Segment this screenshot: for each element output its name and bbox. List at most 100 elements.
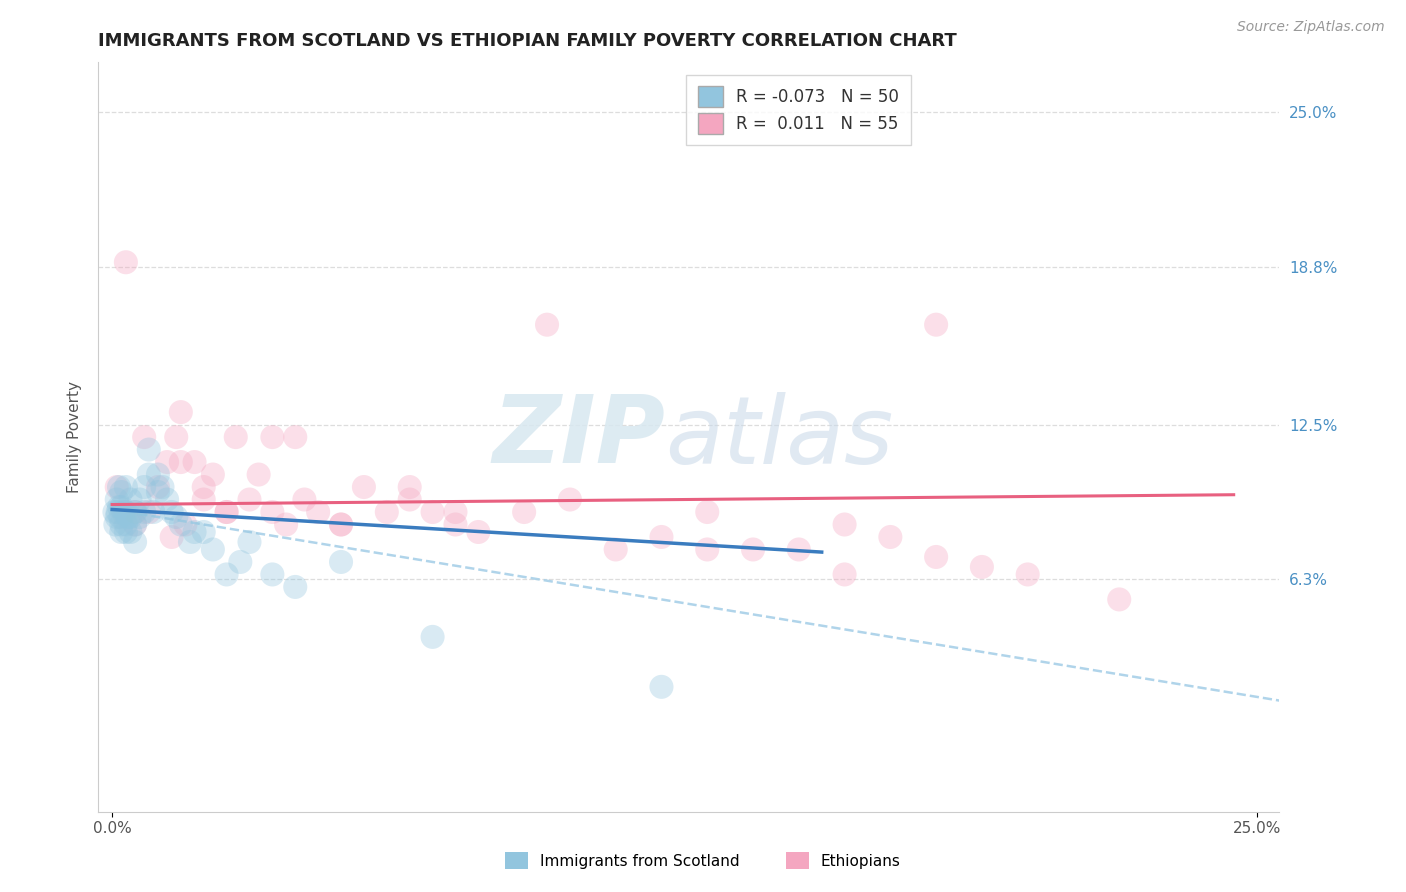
Point bbox=[124, 505, 146, 519]
Point bbox=[103, 505, 125, 519]
Point bbox=[307, 505, 329, 519]
Point bbox=[110, 517, 132, 532]
Point bbox=[262, 430, 284, 444]
Point bbox=[170, 455, 193, 469]
Point bbox=[536, 318, 558, 332]
Point bbox=[467, 524, 489, 539]
Point bbox=[201, 542, 224, 557]
Point bbox=[398, 492, 420, 507]
Point bbox=[238, 535, 260, 549]
Point bbox=[105, 510, 128, 524]
Point bbox=[970, 560, 993, 574]
Point bbox=[120, 524, 142, 539]
Point bbox=[146, 467, 169, 482]
Point bbox=[124, 517, 146, 532]
Point bbox=[444, 505, 467, 519]
Point bbox=[179, 535, 201, 549]
Point bbox=[160, 505, 183, 519]
Point bbox=[156, 492, 179, 507]
Point bbox=[330, 555, 353, 569]
Point bbox=[696, 505, 718, 519]
Point bbox=[398, 480, 420, 494]
Point bbox=[110, 485, 132, 500]
Point bbox=[134, 480, 156, 494]
Point bbox=[146, 480, 169, 494]
Point bbox=[134, 430, 156, 444]
Point bbox=[170, 405, 193, 419]
Point bbox=[152, 480, 174, 494]
Point bbox=[115, 517, 138, 532]
Point bbox=[834, 517, 856, 532]
Point bbox=[120, 510, 142, 524]
Point bbox=[110, 510, 132, 524]
Point bbox=[353, 480, 375, 494]
Point bbox=[284, 430, 307, 444]
Point bbox=[787, 542, 810, 557]
Point bbox=[138, 442, 160, 457]
Point bbox=[160, 530, 183, 544]
Legend: R = -0.073   N = 50, R =  0.011   N = 55: R = -0.073 N = 50, R = 0.011 N = 55 bbox=[686, 75, 911, 145]
Point bbox=[925, 318, 948, 332]
Y-axis label: Family Poverty: Family Poverty bbox=[66, 381, 82, 493]
Point bbox=[138, 505, 160, 519]
Text: ZIP: ZIP bbox=[492, 391, 665, 483]
Point bbox=[156, 455, 179, 469]
Point bbox=[294, 492, 316, 507]
Point bbox=[124, 505, 146, 519]
Point bbox=[375, 505, 398, 519]
Point bbox=[120, 492, 142, 507]
Point bbox=[201, 467, 224, 482]
Point bbox=[183, 524, 205, 539]
Point bbox=[225, 430, 247, 444]
Point bbox=[165, 430, 187, 444]
Point bbox=[834, 567, 856, 582]
Point bbox=[105, 480, 128, 494]
Point bbox=[193, 524, 215, 539]
Point bbox=[215, 567, 238, 582]
Point bbox=[128, 510, 150, 524]
Point bbox=[128, 492, 150, 507]
Point bbox=[170, 517, 193, 532]
Point bbox=[1017, 567, 1039, 582]
Point bbox=[650, 680, 672, 694]
Point bbox=[134, 505, 156, 519]
Point bbox=[193, 492, 215, 507]
Point bbox=[142, 505, 165, 519]
Point bbox=[138, 467, 160, 482]
Point bbox=[1108, 592, 1130, 607]
Point bbox=[284, 580, 307, 594]
Point bbox=[108, 500, 131, 514]
Point bbox=[117, 510, 139, 524]
Point bbox=[183, 455, 205, 469]
Text: IMMIGRANTS FROM SCOTLAND VS ETHIOPIAN FAMILY POVERTY CORRELATION CHART: IMMIGRANTS FROM SCOTLAND VS ETHIOPIAN FA… bbox=[98, 32, 957, 50]
Point bbox=[165, 510, 187, 524]
Point bbox=[146, 485, 169, 500]
Point bbox=[605, 542, 627, 557]
Point bbox=[108, 480, 131, 494]
Point bbox=[105, 492, 128, 507]
Text: Source: ZipAtlas.com: Source: ZipAtlas.com bbox=[1237, 20, 1385, 34]
Point bbox=[650, 530, 672, 544]
Point bbox=[558, 492, 581, 507]
Point bbox=[696, 542, 718, 557]
Point bbox=[193, 480, 215, 494]
Point bbox=[742, 542, 765, 557]
Point bbox=[115, 524, 138, 539]
Legend: Immigrants from Scotland, Ethiopians: Immigrants from Scotland, Ethiopians bbox=[499, 846, 907, 875]
Point bbox=[115, 480, 138, 494]
Point bbox=[124, 535, 146, 549]
Point bbox=[115, 505, 138, 519]
Point bbox=[422, 505, 444, 519]
Point bbox=[115, 255, 138, 269]
Point bbox=[107, 505, 129, 519]
Point bbox=[215, 505, 238, 519]
Point bbox=[879, 530, 901, 544]
Point bbox=[330, 517, 353, 532]
Text: atlas: atlas bbox=[665, 392, 894, 483]
Point bbox=[110, 524, 132, 539]
Point bbox=[330, 517, 353, 532]
Point bbox=[247, 467, 270, 482]
Point bbox=[422, 630, 444, 644]
Point bbox=[262, 505, 284, 519]
Point bbox=[444, 517, 467, 532]
